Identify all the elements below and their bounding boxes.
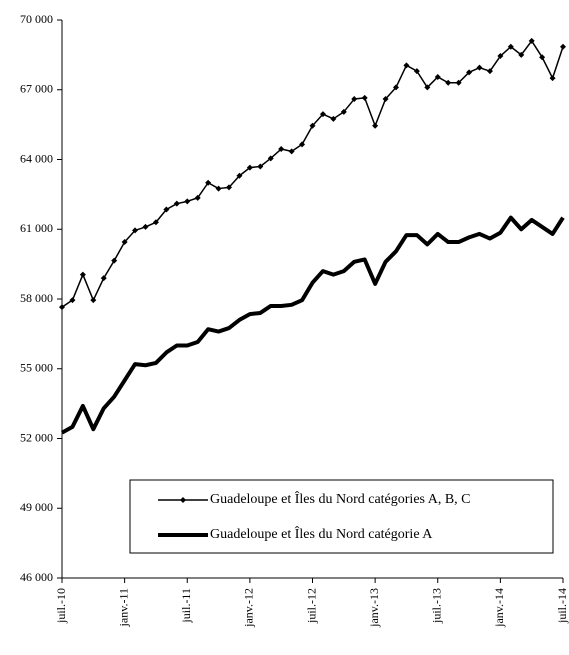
point <box>184 198 191 205</box>
point <box>549 75 556 82</box>
y-tick-label: 52 000 <box>20 430 53 444</box>
y-tick-label: 64 000 <box>20 151 53 165</box>
point <box>69 297 76 304</box>
point <box>424 84 431 91</box>
legend-box <box>129 479 554 554</box>
point <box>560 43 566 50</box>
point <box>205 179 212 186</box>
point <box>455 79 462 86</box>
x-tick-label: janv.-14 <box>492 588 506 628</box>
point <box>246 164 253 171</box>
point <box>372 122 379 129</box>
point <box>434 73 441 80</box>
y-tick-label: 49 000 <box>20 500 53 514</box>
y-tick-label: 67 000 <box>20 82 53 96</box>
y-tick-label: 55 000 <box>20 361 53 375</box>
point <box>403 62 410 69</box>
point <box>100 275 107 282</box>
point <box>173 200 180 207</box>
y-tick-label: 58 000 <box>20 291 53 305</box>
x-tick-label: juil.-10 <box>54 588 68 624</box>
legend-label: Guadeloupe et Îles du Nord catégorie A <box>210 525 433 542</box>
x-tick-label: juil.-11 <box>179 588 193 624</box>
point <box>215 185 222 192</box>
point <box>267 155 274 162</box>
point <box>79 271 86 278</box>
x-tick-label: janv.-11 <box>116 588 130 627</box>
point <box>507 43 514 50</box>
point <box>288 148 295 155</box>
point <box>278 146 285 153</box>
point <box>142 223 149 230</box>
point <box>152 219 159 226</box>
x-tick-label: janv.-13 <box>367 588 381 628</box>
y-tick-label: 61 000 <box>20 221 53 235</box>
point <box>528 37 535 44</box>
point <box>121 239 128 246</box>
point <box>382 96 389 103</box>
y-tick-label: 46 000 <box>20 570 53 584</box>
point <box>299 141 306 148</box>
point <box>340 108 347 115</box>
point <box>518 51 525 58</box>
point <box>393 84 399 91</box>
point <box>309 122 316 129</box>
point <box>194 194 201 201</box>
point <box>111 257 118 264</box>
point <box>319 111 326 118</box>
x-tick-label: janv.-12 <box>242 588 256 628</box>
point <box>361 94 368 101</box>
point <box>330 115 337 122</box>
x-tick-label: juil.-12 <box>304 588 318 624</box>
point <box>59 304 65 311</box>
point <box>90 297 97 304</box>
point <box>226 184 232 191</box>
point <box>466 69 473 76</box>
legend-marker <box>180 497 186 503</box>
point <box>163 206 170 213</box>
point <box>351 96 358 103</box>
series-line <box>61 40 564 308</box>
legend-label: Guadeloupe et Îles du Nord catégories A,… <box>210 490 471 507</box>
point <box>257 163 264 170</box>
point <box>445 79 452 86</box>
point <box>539 54 546 61</box>
point <box>132 227 139 234</box>
point <box>476 64 483 71</box>
x-tick-label: juil.-13 <box>430 588 444 624</box>
y-tick-label: 70 000 <box>20 12 53 26</box>
x-tick-label: juil.-14 <box>555 588 569 624</box>
point <box>486 68 493 75</box>
series-line <box>61 215 565 435</box>
point <box>497 53 504 60</box>
point <box>236 172 243 179</box>
point <box>413 68 420 75</box>
